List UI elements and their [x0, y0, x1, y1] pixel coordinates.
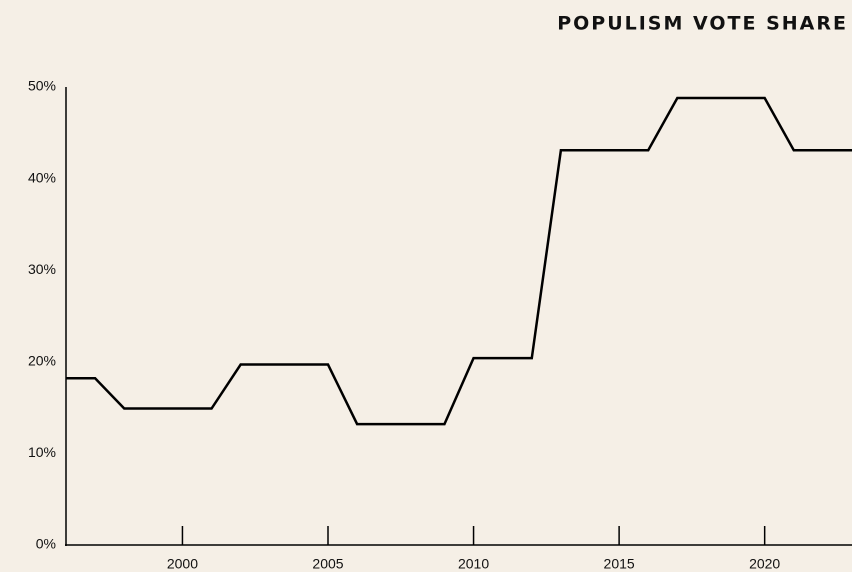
y-tick-label: 0% [36, 536, 56, 552]
x-tick-label: 2020 [749, 556, 780, 572]
y-tick-label: 30% [28, 261, 56, 277]
x-tick-label: 2000 [167, 556, 198, 572]
x-tick-label: 2005 [312, 556, 343, 572]
line-series [66, 96, 852, 426]
y-tick-label: 40% [28, 169, 56, 185]
y-tick-label: 20% [28, 353, 56, 369]
x-tick-label: 2010 [458, 556, 489, 572]
y-tick-label: 10% [28, 444, 56, 460]
chart-title: POPULISM VOTE SHARE [557, 13, 848, 35]
x-tick-label: 2015 [604, 556, 635, 572]
y-tick-label: 50% [28, 78, 56, 94]
